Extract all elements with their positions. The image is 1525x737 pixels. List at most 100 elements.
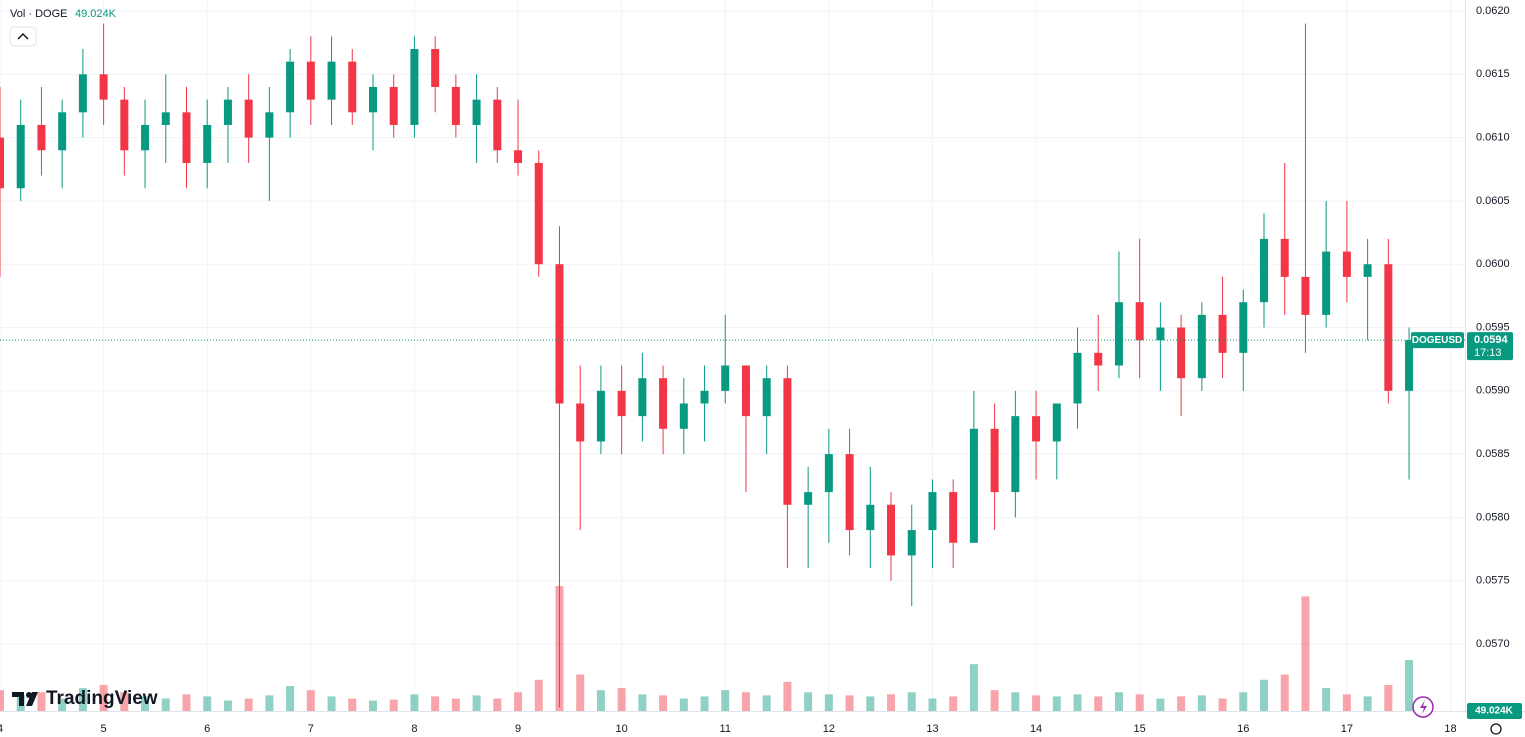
collapse-button[interactable] — [9, 26, 37, 47]
symbol-label-box — [1411, 332, 1464, 349]
volume-bar — [182, 694, 191, 711]
candle-body — [1322, 251, 1331, 315]
candle-body — [969, 428, 978, 543]
candle-body — [58, 112, 67, 151]
volume-bar — [286, 686, 295, 711]
volume-bar — [161, 698, 170, 711]
volume-bar — [596, 690, 605, 711]
candle-body — [990, 428, 999, 493]
countdown: 17:13 — [1474, 347, 1502, 359]
volume-bar — [679, 698, 688, 711]
volume-bar — [472, 695, 481, 711]
volume-bar — [244, 698, 253, 711]
candle-body — [451, 86, 460, 125]
candle-body — [99, 74, 108, 100]
candle-body — [534, 162, 543, 265]
volume-bar — [451, 698, 460, 711]
volume-bar — [1094, 696, 1103, 711]
volume-bar — [493, 698, 502, 711]
candle-body — [1094, 352, 1103, 366]
candle-body — [1342, 251, 1351, 277]
indicator-value: 49.024K — [75, 8, 117, 20]
volume-bar — [907, 692, 916, 711]
volume-bar — [1177, 696, 1186, 711]
volume-bar — [659, 695, 668, 711]
candle-body — [1052, 403, 1061, 442]
volume-bar — [223, 700, 232, 711]
candle-body — [887, 504, 896, 556]
candle-body — [845, 454, 854, 531]
candle-body — [182, 112, 191, 163]
candle-body — [514, 150, 523, 163]
volume-bar — [141, 696, 150, 711]
volume-bar — [327, 696, 336, 711]
settings-button[interactable] — [1490, 723, 1502, 735]
alert-icon[interactable] — [1420, 700, 1427, 714]
collapse-icon[interactable] — [17, 32, 29, 40]
candle-body — [679, 403, 688, 429]
candle-body — [596, 390, 605, 442]
volume-bar — [203, 696, 212, 711]
x-tick-label: 17 — [1341, 723, 1353, 735]
candle-body — [203, 124, 212, 163]
volume-bar — [78, 688, 87, 711]
volume-bar — [700, 696, 709, 711]
volume-bar — [1073, 694, 1082, 711]
candle-body — [783, 378, 792, 505]
candle-body — [555, 264, 564, 404]
candle-body — [762, 378, 771, 417]
volume-bar — [845, 695, 854, 711]
y-tick-label: 0.0570 — [1476, 638, 1510, 650]
candle-body — [1073, 352, 1082, 404]
volume-bar — [1197, 695, 1206, 711]
candle-layer — [0, 23, 1414, 708]
candle-body — [824, 454, 833, 493]
volume-bar — [1052, 696, 1061, 711]
settings-icon[interactable] — [1490, 723, 1502, 735]
brand: TradingView — [46, 688, 158, 709]
candle-body — [0, 137, 4, 189]
candle-body — [866, 504, 875, 531]
x-tick-label: 13 — [926, 723, 938, 735]
candle-body — [1384, 264, 1393, 391]
volume-bar — [389, 699, 398, 711]
volume-bar — [120, 692, 129, 711]
x-tick-label: 16 — [1237, 723, 1249, 735]
x-tick-label: 4 — [0, 723, 3, 735]
volume-bar — [1301, 596, 1310, 711]
candle-body — [1177, 327, 1186, 379]
x-tick-label: 12 — [823, 723, 835, 735]
volume-bar — [514, 692, 523, 711]
indicator-name: Vol · DOGE — [10, 8, 67, 20]
volume-bar — [617, 688, 626, 711]
candle-body — [493, 99, 502, 151]
y-tick-label: 0.0620 — [1476, 5, 1510, 17]
candle-body — [244, 99, 253, 138]
candle-body — [161, 112, 170, 125]
alert-button[interactable] — [1412, 696, 1434, 718]
volume-bar — [1260, 679, 1269, 711]
y-tick-label: 0.0605 — [1476, 195, 1510, 207]
collapse-button-box[interactable] — [9, 26, 37, 47]
volume-bar — [1342, 694, 1351, 711]
candle-body — [368, 86, 377, 113]
volume-bar — [265, 695, 274, 711]
logo: TradingView — [12, 688, 158, 709]
y-tick-label: 0.0580 — [1476, 511, 1510, 523]
candle-body — [265, 112, 274, 138]
volume-bar — [58, 698, 67, 711]
volume-bar — [1239, 692, 1248, 711]
candle-body — [1011, 416, 1020, 493]
volume-bar — [1384, 684, 1393, 711]
volume-bar — [534, 679, 543, 711]
candle-body — [1156, 327, 1165, 341]
volume-bar — [1363, 696, 1372, 711]
axes: 0.0570 0.0575 0.0580 0.0585 0.0590 0.0595 0.06… — [0, 5, 1522, 735]
candle-body — [286, 61, 295, 113]
y-tick-label: 0.0575 — [1476, 575, 1510, 587]
candle-body — [700, 390, 709, 404]
candle-body — [1363, 264, 1372, 277]
volume-bar — [1011, 692, 1020, 711]
